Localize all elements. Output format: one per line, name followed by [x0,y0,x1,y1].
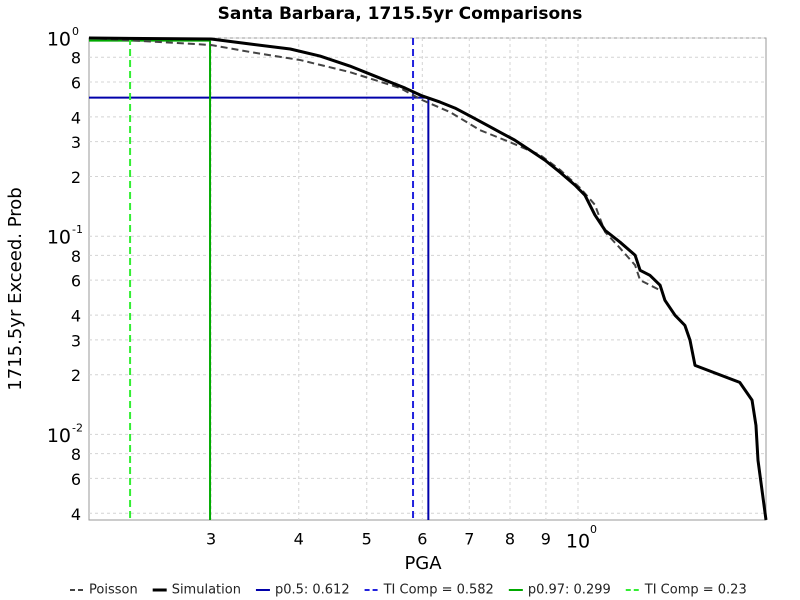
y-tick-label: 8 [71,445,81,464]
x-tick-label: 4 [294,530,304,549]
y-tick-label: 10 [47,29,71,51]
y-tick-exponent: 0 [72,25,79,38]
x-tick-label: 7 [464,530,474,549]
x-tick-label: 6 [417,530,427,549]
legend-label: p0.97: 0.299 [528,583,611,598]
series-line [88,37,661,292]
y-tick-label: 4 [71,307,81,326]
x-axis-label: PGA [404,553,442,574]
y-tick-label: 3 [71,331,81,350]
y-axis-label: 1715.5yr Exceed. Prob [5,187,26,390]
y-tick-label: 2 [71,366,81,385]
y-tick-exponent: -2 [72,421,83,434]
y-tick-label: 6 [71,73,81,92]
x-tick-label: 3 [206,530,216,549]
x-tick-label: 5 [362,530,372,549]
legend-label: Simulation [172,583,241,598]
legend-label: TI Comp = 0.23 [644,583,747,598]
x-tick-label: 10 [566,531,590,553]
legend-label: p0.5: 0.612 [275,583,350,598]
y-tick-label: 2 [71,168,81,187]
x-tick-label: 9 [541,530,551,549]
y-tick-label: 8 [71,49,81,68]
series-line [88,36,768,521]
y-tick-label: 6 [71,470,81,489]
y-tick-label: 6 [71,272,81,291]
y-tick-label: 8 [71,247,81,266]
y-tick-label: 10 [47,425,71,447]
x-tick-label: 8 [505,530,515,549]
chart-title: Santa Barbara, 1715.5yr Comparisons [218,4,583,24]
y-tick-label: 4 [71,108,81,127]
x-tick-exponent: 0 [590,523,597,536]
y-tick-label: 4 [71,505,81,524]
y-tick-label: 3 [71,133,81,152]
y-tick-exponent: -1 [72,223,83,236]
legend-label: Poisson [89,583,138,598]
y-tick-label: 10 [47,227,71,249]
legend-label: TI Comp = 0.582 [383,583,494,598]
